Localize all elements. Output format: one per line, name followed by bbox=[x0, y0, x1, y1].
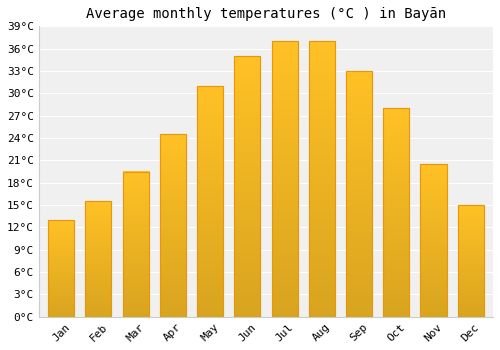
Bar bbox=[234, 56, 260, 317]
Bar bbox=[420, 164, 446, 317]
Bar bbox=[48, 220, 74, 317]
Bar bbox=[160, 134, 186, 317]
Bar bbox=[272, 41, 297, 317]
Bar bbox=[308, 41, 335, 317]
Bar bbox=[346, 71, 372, 317]
Bar bbox=[122, 172, 148, 317]
Bar bbox=[48, 220, 74, 317]
Bar bbox=[420, 164, 446, 317]
Bar bbox=[346, 71, 372, 317]
Bar bbox=[308, 41, 335, 317]
Bar bbox=[122, 172, 148, 317]
Bar bbox=[234, 56, 260, 317]
Bar bbox=[458, 205, 483, 317]
Bar bbox=[86, 201, 112, 317]
Bar bbox=[86, 201, 112, 317]
Bar bbox=[197, 86, 223, 317]
Bar bbox=[197, 86, 223, 317]
Bar bbox=[160, 134, 186, 317]
Bar bbox=[458, 205, 483, 317]
Title: Average monthly temperatures (°C ) in Bayān: Average monthly temperatures (°C ) in Ba… bbox=[86, 7, 446, 21]
Bar bbox=[272, 41, 297, 317]
Bar bbox=[383, 108, 409, 317]
Bar bbox=[383, 108, 409, 317]
